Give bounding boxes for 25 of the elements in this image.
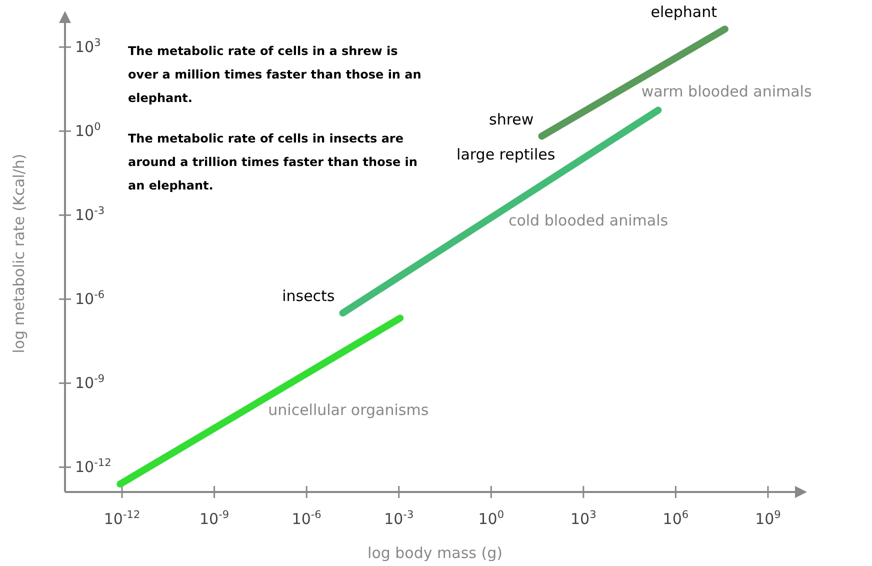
y-axis-title: log metabolic rate (Kcal/h)	[10, 154, 28, 354]
x-tick-label: 10$^{0}$	[478, 509, 504, 528]
annotation: shrew	[489, 110, 534, 128]
x-tick-label: 10$^{3}$	[570, 509, 596, 528]
y-tick-label: 10$^{-12}$	[75, 457, 112, 476]
y-tick-label: 10$^{0}$	[75, 121, 101, 140]
annotation: insects	[282, 287, 335, 306]
x-tick-label: 10$^{6}$	[662, 509, 689, 528]
x-tick-label: 10$^{9}$	[755, 509, 781, 528]
annotation: large reptiles	[456, 145, 556, 164]
annotation: The metabolic rate of cells in insects are around a trillion times faster than those in an elephant.	[128, 132, 418, 192]
x-axis-title: log body mass (g)	[368, 544, 502, 562]
annotation: The metabolic rate of cells in a shrew is over a million times faster than those in an elephant.	[128, 44, 422, 105]
series-label: cold blooded animals	[508, 212, 668, 230]
x-tick-label: 10$^{-12}$	[104, 509, 140, 528]
y-tick-label: 10$^{3}$	[75, 37, 101, 56]
y-tick-label: 10$^{-3}$	[75, 205, 105, 224]
y-tick-label: 10$^{-6}$	[75, 289, 105, 308]
x-tick-label: 10$^{-6}$	[292, 509, 322, 528]
annotation: elephant	[650, 3, 718, 22]
x-tick-label: 10$^{-9}$	[200, 509, 230, 528]
series-label: unicellular organisms	[268, 401, 429, 420]
series-label: warm blooded animals	[641, 82, 812, 101]
y-tick-label: 10$^{-9}$	[75, 373, 105, 392]
x-tick-label: 10$^{-3}$	[384, 509, 414, 528]
